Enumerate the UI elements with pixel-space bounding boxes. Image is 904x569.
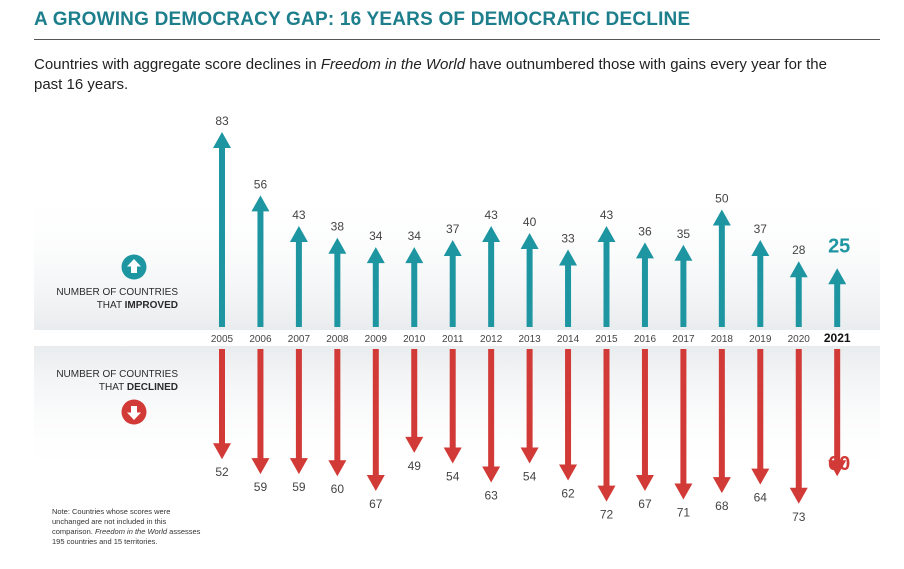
year-label-2008: 2008	[326, 334, 349, 345]
year-label-2017: 2017	[672, 334, 695, 345]
declined-value-2016: 67	[638, 497, 652, 511]
year-label-2012: 2012	[480, 334, 503, 345]
declined-value-2008: 60	[331, 482, 345, 496]
improved-value-2020: 28	[792, 243, 806, 257]
legend-improved-line1: NUMBER OF COUNTRIES	[8, 286, 178, 299]
declined-value-2009: 67	[369, 497, 383, 511]
improved-value-2010: 34	[408, 229, 422, 243]
declined-background-band	[34, 346, 880, 476]
year-label-2006: 2006	[249, 334, 272, 345]
improved-value-2007: 43	[292, 208, 306, 222]
improved-value-2008: 38	[331, 220, 345, 234]
legend-declined-keyword: DECLINED	[127, 382, 178, 393]
declined-value-2021: 60	[828, 453, 850, 475]
improved-value-2014: 33	[561, 231, 575, 245]
legend-improved-keyword: IMPROVED	[125, 300, 178, 311]
year-label-2010: 2010	[403, 334, 426, 345]
declined-value-2020: 73	[792, 510, 806, 524]
improved-value-2005: 83	[215, 114, 229, 128]
legend-declined-line1: NUMBER OF COUNTRIES	[8, 368, 178, 381]
improved-value-2017: 35	[677, 227, 691, 241]
year-label-2011: 2011	[442, 334, 464, 345]
year-label-2019: 2019	[749, 334, 772, 345]
legend-declined-line2: THAT DECLINED	[8, 381, 178, 394]
footnote-publication-name: Freedom in the World	[95, 527, 167, 536]
declined-value-2014: 62	[561, 486, 575, 500]
declined-value-2011: 54	[446, 469, 460, 483]
declined-value-2015: 72	[600, 508, 614, 522]
improved-value-2019: 37	[754, 222, 768, 236]
improved-value-2011: 37	[446, 222, 460, 236]
legend-improved-prefix: THAT	[97, 300, 125, 311]
year-label-2021: 2021	[824, 331, 851, 345]
declined-value-2010: 49	[408, 459, 422, 473]
improved-value-2006: 56	[254, 177, 268, 191]
footnote: Note: Countries whose scores were unchan…	[52, 507, 202, 547]
down-arrow-circle-icon	[121, 399, 147, 425]
declined-value-2006: 59	[254, 480, 268, 494]
improved-value-2012: 43	[484, 208, 498, 222]
year-label-2018: 2018	[711, 334, 734, 345]
declined-value-2017: 71	[677, 506, 691, 520]
declined-value-2018: 68	[715, 499, 729, 513]
legend-improved-line2: THAT IMPROVED	[8, 299, 178, 312]
declined-value-2013: 54	[523, 469, 537, 483]
improved-value-2016: 36	[638, 224, 652, 238]
x-axis-year-labels: 2005 2006 2007 2008 2009 2010 2011 2012 2013 2014…	[211, 331, 851, 345]
declined-value-2007: 59	[292, 480, 306, 494]
improved-value-2018: 50	[715, 192, 729, 206]
year-label-2009: 2009	[365, 334, 388, 345]
year-label-2016: 2016	[634, 334, 657, 345]
year-label-2013: 2013	[518, 334, 541, 345]
legend-improved-label: NUMBER OF COUNTRIES THAT IMPROVED	[8, 286, 178, 312]
improved-value-2013: 40	[523, 215, 537, 229]
year-label-2005: 2005	[211, 334, 234, 345]
improved-value-2021: 25	[828, 235, 850, 257]
year-label-2007: 2007	[288, 334, 311, 345]
legend-declined-label: NUMBER OF COUNTRIES THAT DECLINED	[8, 368, 178, 394]
year-label-2014: 2014	[557, 334, 580, 345]
up-arrow-circle-icon	[121, 254, 147, 280]
improved-value-2009: 34	[369, 229, 383, 243]
improved-value-2015: 43	[600, 208, 614, 222]
declined-value-2019: 64	[754, 491, 768, 505]
declined-value-2005: 52	[215, 465, 229, 479]
declined-value-2012: 63	[484, 489, 498, 503]
year-label-2020: 2020	[788, 334, 811, 345]
year-label-2015: 2015	[595, 334, 618, 345]
legend-declined-prefix: THAT	[99, 382, 127, 393]
